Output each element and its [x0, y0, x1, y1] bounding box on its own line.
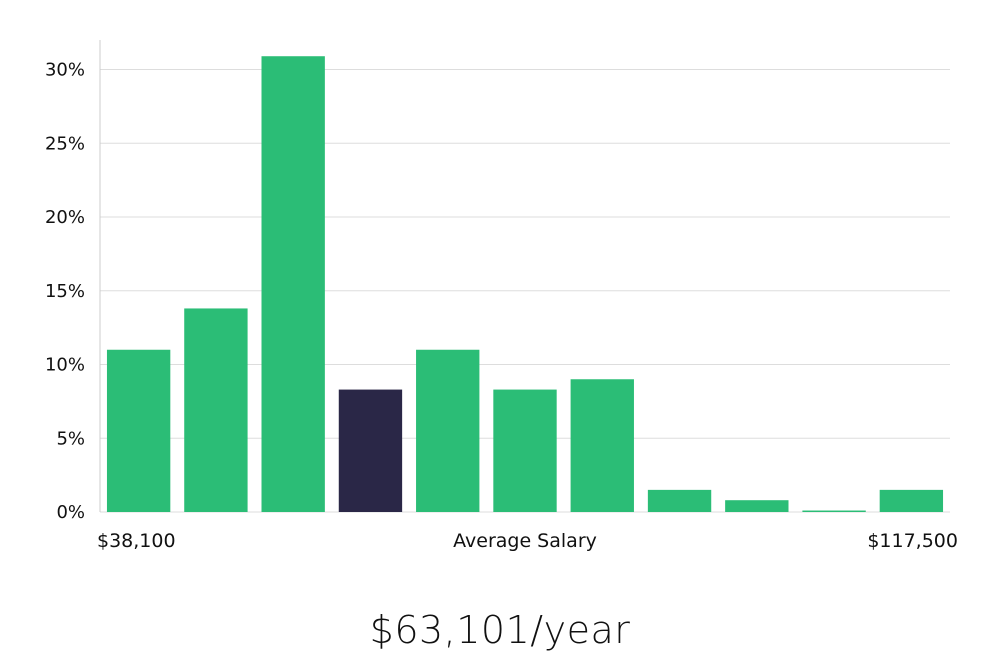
bar	[802, 510, 866, 512]
salary-histogram: 0% 5% 10% 15% 20% 25% 30% $38,100 Average Sala…	[45, 40, 958, 552]
x-axis-title: Average Salary	[453, 530, 597, 552]
bar-average-salary	[338, 389, 403, 512]
y-tick-label: 15%	[45, 281, 85, 302]
bar	[261, 56, 325, 512]
bar	[416, 349, 480, 512]
y-tick-label: 20%	[45, 207, 85, 228]
bar	[493, 389, 557, 512]
y-tick-label: 5%	[56, 428, 85, 449]
y-tick-label: 0%	[56, 502, 85, 523]
y-tick-label: 10%	[45, 355, 85, 376]
x-min-label: $38,100	[97, 530, 176, 552]
y-tick-label: 25%	[45, 133, 85, 154]
bars-layer	[106, 56, 944, 512]
y-tick-label: 30%	[45, 60, 85, 81]
bar	[647, 489, 712, 512]
bar	[725, 500, 789, 512]
bar	[184, 308, 248, 512]
average-salary-value: $63,101/year	[369, 608, 631, 652]
bar	[570, 379, 634, 512]
x-max-label: $117,500	[867, 530, 958, 552]
bar	[879, 489, 944, 512]
bar	[106, 349, 171, 512]
